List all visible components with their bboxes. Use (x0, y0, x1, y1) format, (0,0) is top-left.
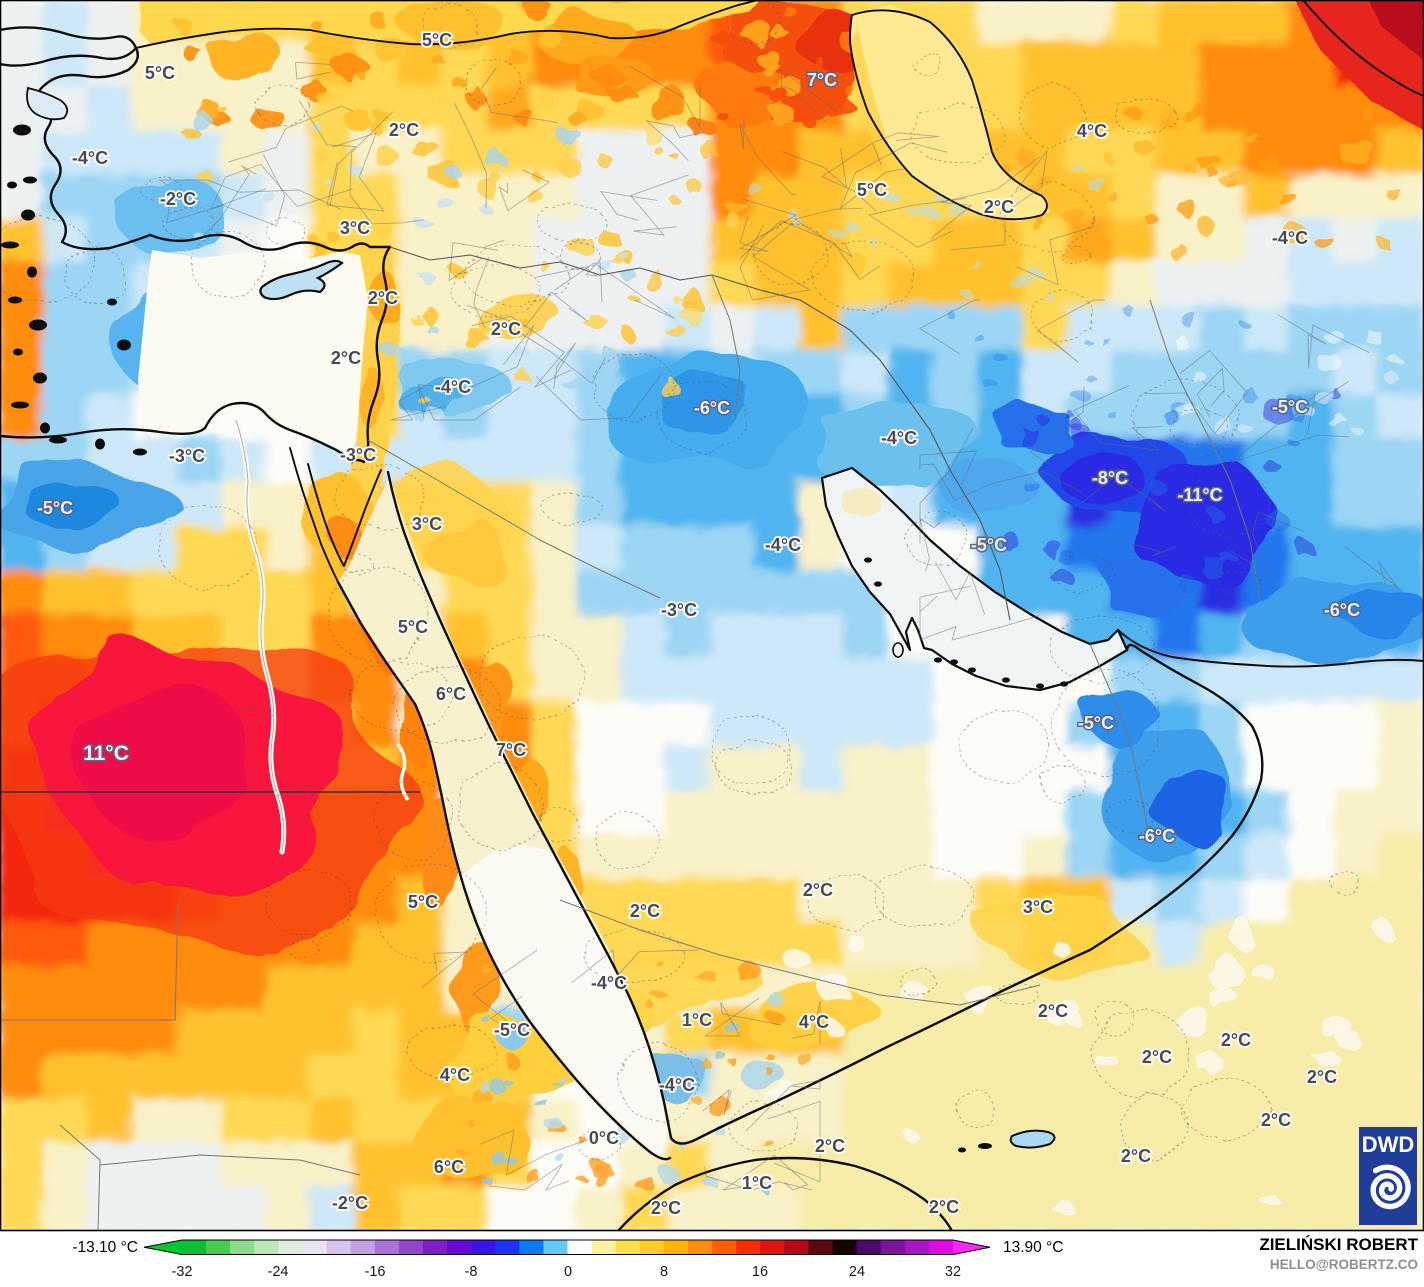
svg-text:-2°C: -2°C (332, 1193, 368, 1213)
svg-text:4°C: 4°C (440, 1065, 470, 1085)
svg-text:-2°C: -2°C (160, 189, 196, 209)
svg-text:-5°C: -5°C (494, 1020, 530, 1040)
svg-text:2°C: 2°C (651, 1198, 681, 1218)
svg-text:2°C: 2°C (929, 1197, 959, 1217)
svg-text:2°C: 2°C (815, 1136, 845, 1156)
svg-text:-5°C: -5°C (1078, 713, 1114, 733)
svg-text:13.90 °C: 13.90 °C (1003, 1239, 1064, 1256)
svg-text:2°C: 2°C (1038, 1001, 1068, 1021)
svg-text:0: 0 (564, 1264, 572, 1280)
svg-text:-4°C: -4°C (72, 148, 108, 168)
svg-text:6°C: 6°C (434, 1157, 464, 1177)
svg-text:-4°C: -4°C (659, 1075, 695, 1095)
svg-text:2°C: 2°C (1307, 1067, 1337, 1087)
svg-text:-4°C: -4°C (1272, 228, 1308, 248)
svg-text:DWD: DWD (1362, 1132, 1415, 1157)
svg-text:-4°C: -4°C (591, 973, 627, 993)
svg-text:24: 24 (849, 1264, 865, 1280)
svg-text:2°C: 2°C (491, 319, 521, 339)
svg-text:2°C: 2°C (1142, 1047, 1172, 1067)
svg-text:-13.10 °C: -13.10 °C (72, 1239, 138, 1256)
svg-text:5°C: 5°C (422, 30, 452, 50)
svg-text:-8°C: -8°C (1092, 468, 1128, 488)
svg-text:-4°C: -4°C (881, 428, 917, 448)
svg-text:7°C: 7°C (496, 740, 526, 760)
svg-text:HELLO@ROBERTZ.CO: HELLO@ROBERTZ.CO (1270, 1257, 1418, 1272)
svg-text:2°C: 2°C (803, 880, 833, 900)
svg-text:5°C: 5°C (145, 63, 175, 83)
svg-text:-16: -16 (365, 1264, 386, 1280)
svg-text:6°C: 6°C (436, 684, 466, 704)
svg-text:3°C: 3°C (1023, 897, 1053, 917)
svg-text:2°C: 2°C (984, 197, 1014, 217)
svg-text:-5°C: -5°C (1272, 397, 1308, 417)
svg-text:-6°C: -6°C (1324, 600, 1360, 620)
svg-text:16: 16 (752, 1264, 768, 1280)
svg-text:-32: -32 (172, 1264, 193, 1280)
svg-text:2°C: 2°C (368, 288, 398, 308)
svg-text:-8: -8 (465, 1264, 478, 1280)
svg-text:2°C: 2°C (630, 901, 660, 921)
svg-text:4°C: 4°C (799, 1012, 829, 1032)
svg-text:2°C: 2°C (389, 120, 419, 140)
svg-text:5°C: 5°C (857, 180, 887, 200)
svg-text:11°C: 11°C (83, 742, 129, 765)
svg-text:-3°C: -3°C (340, 445, 376, 465)
svg-text:0°C: 0°C (589, 1128, 619, 1148)
svg-text:-24: -24 (268, 1264, 289, 1280)
svg-text:3°C: 3°C (340, 218, 370, 238)
svg-text:-3°C: -3°C (169, 446, 205, 466)
svg-text:-6°C: -6°C (1139, 826, 1175, 846)
svg-text:-6°C: -6°C (694, 398, 730, 418)
svg-text:1°C: 1°C (682, 1010, 712, 1030)
svg-text:2°C: 2°C (1221, 1030, 1251, 1050)
svg-text:5°C: 5°C (408, 892, 438, 912)
svg-text:4°C: 4°C (1077, 121, 1107, 141)
svg-text:-3°C: -3°C (661, 600, 697, 620)
svg-text:1°C: 1°C (742, 1173, 772, 1193)
svg-text:-11°C: -11°C (1177, 485, 1222, 505)
svg-text:-5°C: -5°C (971, 535, 1007, 555)
svg-text:2°C: 2°C (1261, 1110, 1291, 1130)
svg-text:32: 32 (945, 1264, 961, 1280)
svg-text:7°C: 7°C (807, 70, 837, 90)
svg-text:ZIELIŃSKI ROBERT: ZIELIŃSKI ROBERT (1259, 1235, 1418, 1254)
svg-text:8: 8 (660, 1264, 668, 1280)
svg-text:5°C: 5°C (398, 617, 428, 637)
svg-text:3°C: 3°C (412, 514, 442, 534)
svg-text:-5°C: -5°C (37, 498, 73, 518)
svg-text:-4°C: -4°C (765, 535, 801, 555)
svg-text:-4°C: -4°C (435, 377, 471, 397)
svg-text:2°C: 2°C (331, 348, 361, 368)
svg-text:2°C: 2°C (1121, 1146, 1151, 1166)
